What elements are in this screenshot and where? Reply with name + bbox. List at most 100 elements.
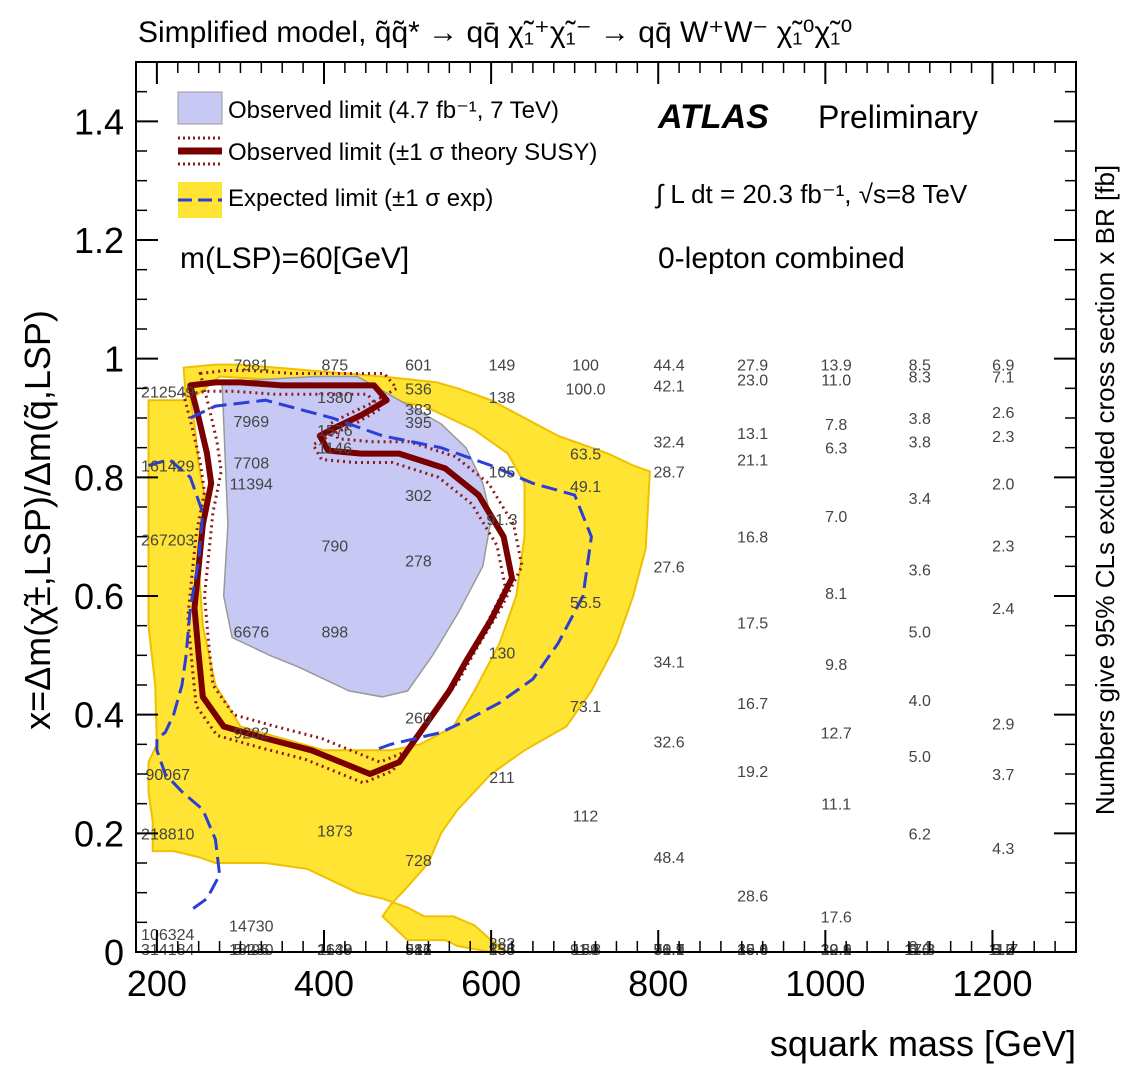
cross-section-value: 1380 <box>317 390 353 407</box>
cross-section-value: 898 <box>322 625 349 642</box>
cross-section-value: 91.8 <box>570 942 601 959</box>
z-axis-title: Numbers give 95% CLs excluded cross sect… <box>1090 165 1120 815</box>
cross-section-value: 21.1 <box>737 453 768 470</box>
legend-old-limit-swatch <box>177 91 223 125</box>
cross-section-value: 314184 <box>141 942 194 959</box>
cross-section-value: 91.3 <box>486 512 517 529</box>
cross-section-value: 28.6 <box>737 889 768 906</box>
y-tick-label: 0.4 <box>74 695 124 736</box>
cross-section-value: 3.8 <box>909 411 931 428</box>
cross-section-value: 32.6 <box>654 734 685 751</box>
x-tick-label: 200 <box>127 963 187 1004</box>
x-tick-label: 1200 <box>952 963 1032 1004</box>
cross-section-value: 100.0 <box>566 381 606 398</box>
cross-section-value: 14730 <box>229 918 274 935</box>
lsp-mass-label: m(LSP)=60[GeV] <box>180 242 409 275</box>
cross-section-value: 2.0 <box>992 476 1014 493</box>
cross-section-value: 32.4 <box>654 435 685 452</box>
cross-section-value: 19.4 <box>737 942 768 959</box>
cross-section-value: 5.0 <box>909 749 931 766</box>
cross-section-value: 149 <box>489 358 516 375</box>
cross-section-value: 27.9 <box>737 358 768 375</box>
cross-section-value: 6.3 <box>825 441 847 458</box>
old-observed-limit-area <box>221 375 492 698</box>
cross-section-value: 13.1 <box>737 426 768 443</box>
cross-section-value: 218810 <box>141 826 194 843</box>
x-axis-title: squark mass [GeV] <box>770 1023 1076 1064</box>
cross-section-value: 11394 <box>230 476 273 493</box>
cross-section-value: 5.0 <box>909 625 931 642</box>
cross-section-value: 5.6 <box>992 942 1014 959</box>
cross-section-value: 7.0 <box>825 509 847 526</box>
cross-section-value: 8.5 <box>909 358 931 375</box>
cross-section-value: 46.6 <box>737 942 768 959</box>
cross-section-value: 1148 <box>318 942 353 959</box>
y-tick-label: 1.2 <box>74 220 124 261</box>
cross-section-value: 91.7 <box>654 942 685 959</box>
atlas-label: ATLAS <box>657 98 769 136</box>
cross-section-value: 383 <box>405 402 432 419</box>
legend-observed-label: Observed limit (±1 σ theory SUSY) <box>228 139 597 166</box>
expected-limit-line-upper <box>189 398 593 752</box>
cross-section-value: 7969 <box>234 414 270 431</box>
cross-section-value: 17.6 <box>821 909 852 926</box>
cross-section-value: 3.8 <box>909 435 931 452</box>
cross-section-value: 35.0 <box>737 942 768 959</box>
y-tick-label: 0.8 <box>74 457 124 498</box>
cross-section-value: 7981 <box>234 358 270 375</box>
cross-section-value: 601 <box>405 358 432 375</box>
cross-section-value: 4.0 <box>909 693 931 710</box>
cross-section-value: 90067 <box>146 767 191 784</box>
cross-section-value: 2.9 <box>992 717 1014 734</box>
cross-section-value: 28.7 <box>654 464 685 481</box>
cross-section-value: 189 <box>572 942 599 959</box>
cross-section-value: 112 <box>573 809 599 826</box>
x-tick-label: 1000 <box>785 963 865 1004</box>
cross-section-value: 541 <box>405 942 432 959</box>
cross-section-value: 875 <box>322 358 349 375</box>
cross-section-value: 154 <box>572 942 599 959</box>
channel-label: 0-lepton combined <box>658 242 905 275</box>
cross-section-value: 790 <box>322 539 349 556</box>
cross-section-value: 16.7 <box>737 696 768 713</box>
x-tick-label: 400 <box>294 963 354 1004</box>
preliminary-label: Preliminary <box>818 99 978 135</box>
cross-section-value: 17.5 <box>737 616 768 633</box>
cross-section-value: 1146 <box>318 441 353 458</box>
cross-section-value: 4.3 <box>992 841 1014 858</box>
legend-expected-label: Expected limit (±1 σ exp) <box>228 185 493 212</box>
x-tick-label: 600 <box>461 963 521 1004</box>
y-tick-label: 0.2 <box>74 813 124 854</box>
cross-section-value: 3.4 <box>909 491 931 508</box>
cross-section-value: 6676 <box>234 625 270 642</box>
cross-section-value: 383 <box>489 936 516 953</box>
cross-section-value: 27.6 <box>654 559 685 576</box>
cross-section-value: 260 <box>405 711 432 728</box>
cross-section-value: 1873 <box>317 823 353 840</box>
y-axis-title: x=Δm(χ̃±,LSP)/Δm(q̃,LSP) <box>17 310 58 730</box>
cross-section-value: 2.6 <box>992 405 1014 422</box>
cross-section-value: 2639 <box>317 942 353 959</box>
cross-section-value: 2.3 <box>992 539 1014 556</box>
cross-section-value: 3.6 <box>909 562 931 579</box>
cross-section-value: 6.9 <box>992 358 1014 375</box>
cross-section-value: 48.4 <box>654 850 685 867</box>
cross-section-value: 5496 <box>234 942 270 959</box>
cross-section-value: 44.4 <box>654 358 685 375</box>
cross-section-value: 100 <box>572 358 599 375</box>
contour-layer <box>147 363 651 953</box>
cross-section-value: 2.4 <box>992 601 1014 618</box>
cross-section-value: 12.7 <box>821 725 852 742</box>
cross-section-value: 32.6 <box>821 942 852 959</box>
cross-section-value: 9.8 <box>825 657 847 674</box>
cross-section-value: 8.3 <box>909 369 931 386</box>
cross-section-value: 19.1 <box>821 942 852 959</box>
cross-section-value: 70.1 <box>654 942 685 959</box>
cross-section-value: 11.7 <box>988 942 1018 959</box>
cross-section-value: 6.2 <box>909 826 931 843</box>
cross-section-value: 9282 <box>234 725 270 742</box>
cross-section-value: 135 <box>489 942 516 959</box>
cross-section-value: 395 <box>405 415 432 432</box>
cross-section-value: 63.5 <box>570 447 601 464</box>
